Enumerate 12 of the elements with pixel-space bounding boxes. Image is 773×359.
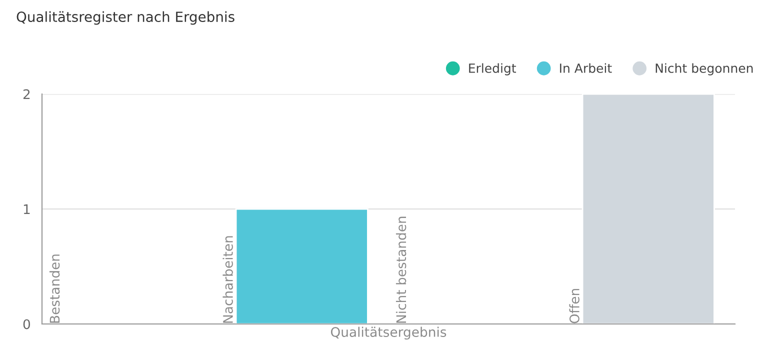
legend-label: Erledigt [469, 63, 516, 76]
legend-label: Nicht begonnen [656, 63, 753, 76]
y-tick-label: 1 [24, 204, 30, 214]
y-tick-label: 2 [23, 89, 30, 100]
x-axis-title: Qualitätsergebnis [330, 326, 446, 340]
legend-label: In Arbeit [560, 63, 612, 73]
x-tick-label: Nicht bestanden [396, 216, 406, 323]
x-tick-label: Bestanden [49, 254, 60, 323]
y-tick-label: 0 [23, 319, 30, 330]
chart-title: Qualitätsregister nach Ergebnis [16, 11, 234, 25]
x-tick-label: Nacharbeiten [222, 236, 233, 323]
x-tick-label: Offen [569, 288, 580, 324]
